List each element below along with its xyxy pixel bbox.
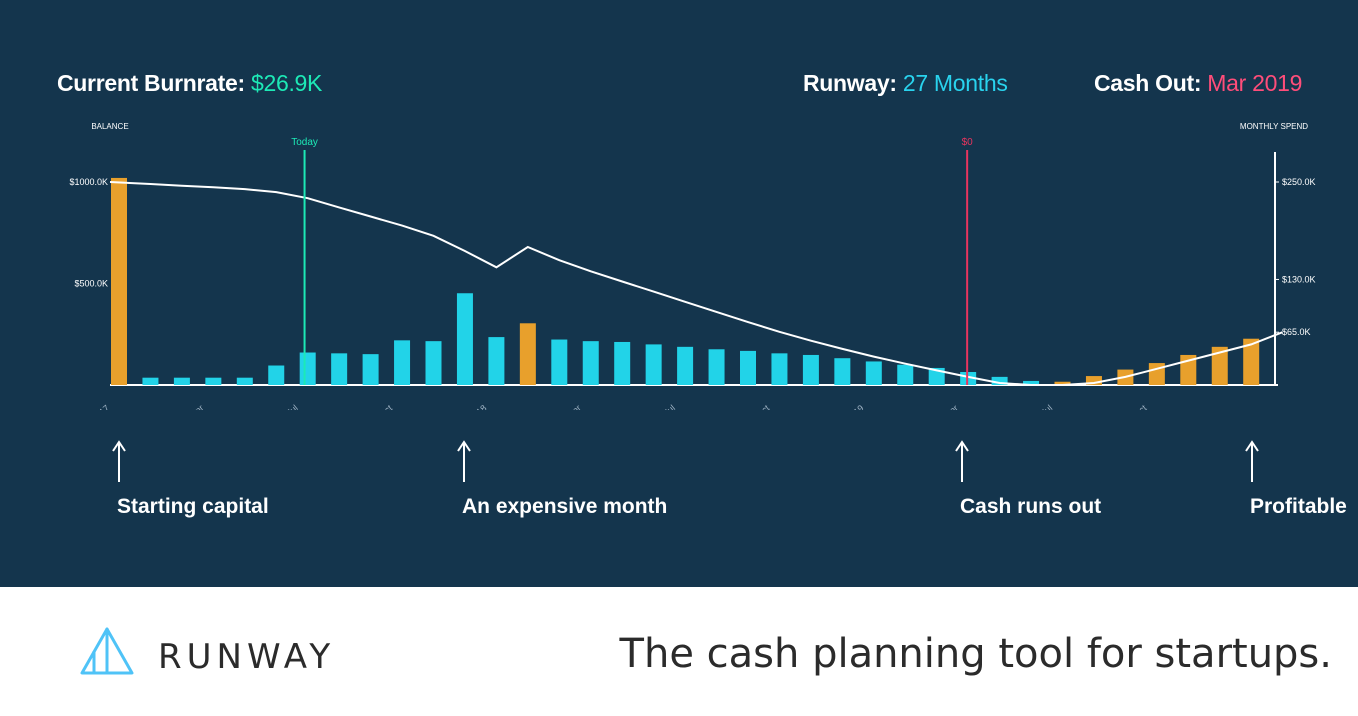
income-bar <box>519 323 536 385</box>
balance-line <box>109 181 1283 386</box>
chart-panel: Current Burnrate: $26.9K Runway: 27 Mont… <box>0 0 1358 587</box>
x-tick-label: Apr <box>566 403 583 410</box>
spend-bar <box>771 353 788 385</box>
spend-bar <box>142 377 159 385</box>
runway-label: Runway: <box>803 70 897 96</box>
annotation-label: An expensive month <box>462 495 668 518</box>
right-tick-label: $65.0K <box>1282 327 1311 337</box>
burnrate-stat: Current Burnrate: $26.9K <box>57 70 322 97</box>
spend-bar <box>740 350 756 385</box>
runway-value: 27 Months <box>902 70 1008 96</box>
right-axis-title: MONTHLY SPEND <box>1240 122 1308 131</box>
income-bar <box>1211 346 1228 385</box>
spend-bar <box>834 358 851 385</box>
up-arrow-icon <box>1245 440 1259 482</box>
income-bar <box>1243 338 1260 385</box>
x-tick-label: 2019 <box>844 403 866 410</box>
spend-bar <box>331 353 348 385</box>
x-tick-label: Jul <box>1039 403 1054 410</box>
spend-bar <box>708 349 725 385</box>
spend-bar <box>897 364 914 385</box>
spend-bar <box>551 339 568 385</box>
spend-bar <box>677 346 694 385</box>
x-tick-label: Apr <box>943 403 960 410</box>
left-tick-label: $500.0K <box>74 279 108 289</box>
x-tick-label: Oct <box>754 403 772 410</box>
runway-stat: Runway: 27 Months <box>803 70 1008 97</box>
spend-bar <box>236 377 253 385</box>
x-tick-label: Oct <box>1131 403 1149 410</box>
spend-bar <box>299 352 316 385</box>
income-bar <box>1054 381 1071 385</box>
burnrate-label: Current Burnrate: <box>57 70 245 96</box>
left-tick-label: $1000.0K <box>69 177 108 187</box>
x-tick-label: Oct <box>377 403 395 410</box>
spend-bar <box>488 337 505 385</box>
right-tick-label: $250.0K <box>1282 177 1316 187</box>
cashout-value: Mar 2019 <box>1207 70 1303 96</box>
income-bar <box>1085 376 1102 385</box>
x-tick-label: Jul <box>662 403 677 410</box>
cashout-stat: Cash Out: Mar 2019 <box>1094 70 1302 97</box>
tagline: The cash planning tool for startups. <box>619 631 1332 677</box>
spend-bar <box>582 341 599 385</box>
annotation-label: Cash runs out <box>960 495 1102 518</box>
up-arrow-icon <box>112 440 126 482</box>
spend-bar <box>425 341 442 385</box>
annotation-label: Profitable <box>1250 495 1347 518</box>
spend-bar <box>205 377 222 385</box>
runway-logo-icon <box>80 627 134 675</box>
spend-bar <box>394 340 411 385</box>
left-axis-title: BALANCE <box>91 122 128 131</box>
spend-bar <box>456 293 473 385</box>
spend-bar <box>991 376 1008 385</box>
today-marker-label: Today <box>291 137 318 148</box>
up-arrow-icon <box>955 440 969 482</box>
brand-name: RUNWAY <box>158 637 336 677</box>
spend-bar <box>614 341 631 385</box>
income-bar <box>111 177 127 385</box>
up-arrow-icon <box>457 440 471 482</box>
spend-bar <box>362 354 379 385</box>
footer: RUNWAY The cash planning tool for startu… <box>0 587 1358 716</box>
x-tick-label: 2018 <box>467 403 489 410</box>
x-tick-label: Apr <box>188 403 205 410</box>
spend-bar <box>268 365 285 385</box>
spend-bar <box>1023 380 1040 385</box>
spend-bar <box>802 354 819 385</box>
right-tick-label: $130.0K <box>1282 274 1316 284</box>
x-tick-label: 2017 <box>90 403 112 410</box>
x-tick-label: Jul <box>285 403 300 410</box>
zero-marker-label: $0 <box>962 137 974 148</box>
spend-bar <box>645 344 662 385</box>
cash-chart: BALANCE MONTHLY SPEND $1000.0K $500.0K $250.… <box>69 122 1316 410</box>
annotation-label: Starting capital <box>117 495 269 518</box>
spend-bar <box>865 361 882 385</box>
cashout-label: Cash Out: <box>1094 70 1202 96</box>
burnrate-value: $26.9K <box>250 70 323 96</box>
spend-bar <box>173 377 190 385</box>
